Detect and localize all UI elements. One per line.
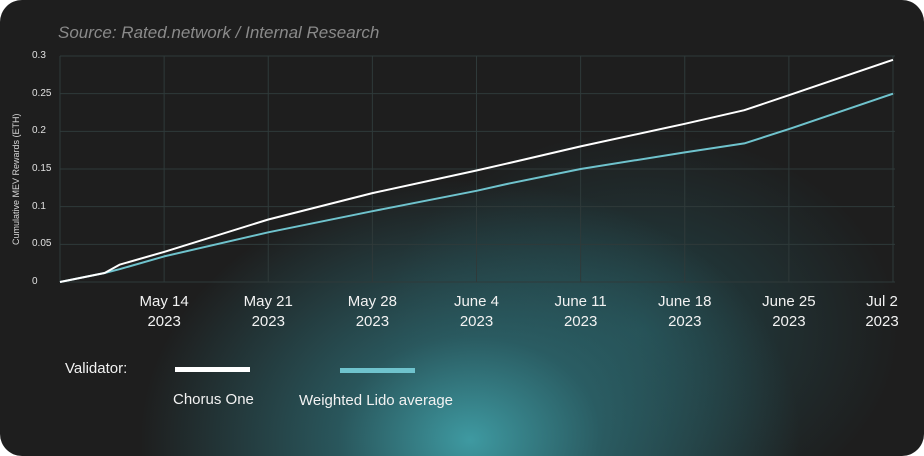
legend-swatch-chorus-one: [175, 367, 250, 372]
series-line-weighted-lido-average: [59, 92, 894, 283]
y-tick-label: 0.25: [32, 87, 52, 99]
y-tick-label: 0: [32, 276, 38, 287]
x-tick-label: May 28 2023: [347, 293, 397, 330]
x-tick-label: Jul 2 2023: [865, 293, 899, 330]
y-tick-label: 0.05: [32, 238, 52, 250]
legend-title: Validator:: [65, 360, 128, 377]
legend-swatch-lido-average: [340, 368, 415, 373]
x-tick-label: June 11 2023: [554, 293, 607, 330]
y-tick-label: 0.15: [32, 163, 52, 174]
source-caption: Source: Rated.network / Internal Researc…: [58, 23, 380, 42]
legend-label-chorus-one: Chorus One: [173, 391, 254, 408]
y-tick-label: 0.2: [32, 125, 46, 137]
series-line-chorus-one: [59, 58, 894, 283]
line-chart-plot: [59, 55, 895, 283]
x-tick-label: June 18 2023: [658, 293, 712, 330]
y-axis-label: Cumulative MEV Rewards (ETH): [11, 113, 21, 245]
x-tick-label: June 25 2023: [762, 293, 816, 330]
x-tick-label: June 4 2023: [453, 293, 500, 330]
legend-label-lido-average: Weighted Lido average: [299, 392, 453, 409]
y-tick-label: 0.3: [32, 50, 46, 61]
x-tick-label: May 21 2023: [243, 293, 293, 330]
y-tick-label: 0.1: [32, 200, 46, 212]
x-tick-label: May 14 2023: [139, 293, 189, 330]
